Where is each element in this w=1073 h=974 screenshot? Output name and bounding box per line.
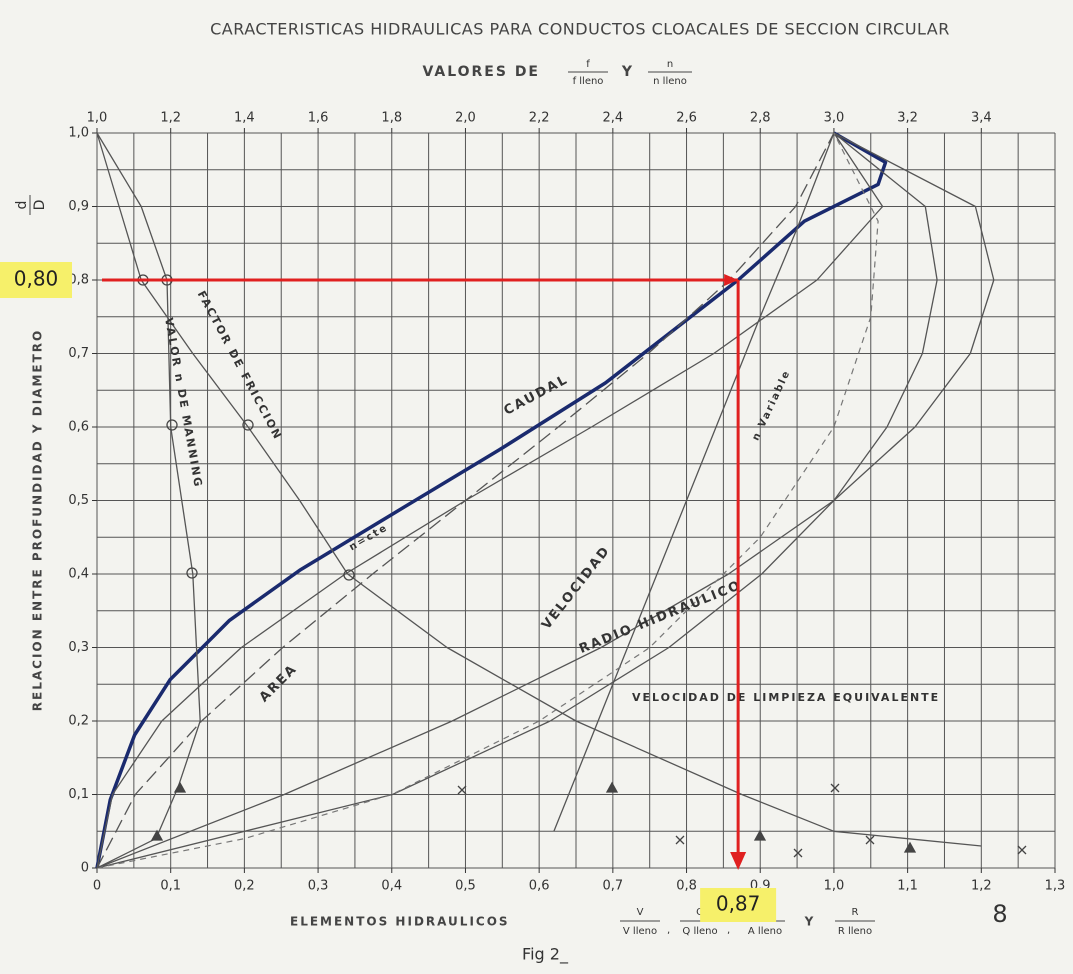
y-tick-label: 0,1 — [68, 787, 89, 802]
y-tick-label: 0,5 — [68, 493, 89, 508]
highlight — [0, 262, 72, 298]
curve — [553, 132, 835, 832]
separator: , — [727, 925, 730, 936]
x-tick-label: 0,2 — [234, 879, 255, 894]
x-ratio-den: Q lleno — [682, 926, 717, 937]
x2-tick-label: 1,4 — [234, 111, 255, 126]
x-ratio-den: V lleno — [623, 926, 657, 937]
x-axis-label: ELEMENTOS HIDRAULICOS — [290, 915, 510, 929]
x-tick-label: 0,7 — [603, 879, 624, 894]
y-tick-label: 0 — [81, 861, 89, 876]
curve-label: AREA — [257, 661, 301, 705]
x-ratio-den: A lleno — [748, 926, 782, 937]
x-tick-label: 1,1 — [897, 879, 918, 894]
arrow-head — [730, 852, 747, 870]
x2-tick-label: 1,8 — [381, 111, 402, 126]
curve — [96, 132, 201, 869]
y-tick-label: 0,2 — [68, 714, 89, 729]
caption: Fig 2_ — [522, 945, 569, 965]
subtitle: VALORES DE — [422, 64, 540, 80]
y-ratio-num: d — [14, 201, 30, 210]
x-ratio-num: R — [852, 907, 859, 918]
x-tick-label: 0 — [93, 879, 101, 894]
x-tick-label: 0,3 — [308, 879, 329, 894]
x-ratio-den: R lleno — [838, 926, 872, 937]
y-tick-label: 1,0 — [68, 126, 89, 141]
x-tick-label: 0,6 — [529, 879, 550, 894]
x-tick-label: 0,8 — [676, 879, 697, 894]
arrow-head — [724, 274, 739, 286]
plot-area: 0 0,1 0,2 0,3 0,4 0,5 0,6 0,7 0,8 0,9 1,0 1,1 1,2 1,3… — [68, 111, 1065, 894]
curve-labels: CAUDAL n=cte AREA VELOCIDAD n Variable R… — [162, 289, 940, 706]
symbols — [137, 274, 1027, 858]
x2-tick-label: 3,2 — [897, 111, 918, 126]
symbol — [150, 781, 917, 853]
symbol — [457, 783, 1027, 858]
y-ratio-den: D — [32, 200, 48, 211]
curve-label: FACTOR DE FRICCION — [195, 289, 285, 443]
chart-title: CARACTERISTICAS HIDRAULICAS PARA CONDUCT… — [210, 20, 950, 39]
symbol — [343, 569, 355, 581]
curve — [96, 132, 995, 869]
x2-tick-label: 1,2 — [160, 111, 181, 126]
y-tick-label: 0,9 — [68, 199, 89, 214]
subtitle-join: Y — [621, 64, 634, 80]
x2-tick-label: 2,4 — [603, 111, 624, 126]
curve — [96, 132, 835, 869]
y-tick-label: 0,8 — [68, 273, 89, 288]
separator: , — [667, 925, 670, 936]
x2-tick-label: 3,0 — [824, 111, 845, 126]
symbol — [186, 567, 198, 579]
read-x-label: 0,87 — [716, 892, 761, 916]
x-tick-label: 0,4 — [381, 879, 402, 894]
read-y-label: 0,80 — [14, 267, 59, 291]
curve-label: n Variable — [750, 368, 793, 442]
y-tick-label: 0,4 — [68, 567, 89, 582]
y-tick-label: 0,7 — [68, 346, 89, 361]
x2-tick-label: 2,0 — [455, 111, 476, 126]
x-tick-label: 1,3 — [1045, 879, 1066, 894]
symbol — [242, 419, 254, 431]
curve — [95, 131, 888, 869]
x-tick-label: 1,2 — [971, 879, 992, 894]
highlight — [700, 888, 777, 922]
x2-tick-label: 3,4 — [971, 111, 992, 126]
x2-tick-label: 1,0 — [87, 111, 108, 126]
x-tick-label: 0,1 — [160, 879, 181, 894]
subtitle-num: f — [586, 59, 590, 70]
x2-tick-label: 2,2 — [529, 111, 550, 126]
x-label-join: Y — [804, 915, 816, 929]
curve — [96, 132, 982, 847]
curve-label: VELOCIDAD DE LIMPIEZA EQUIVALENTE — [632, 691, 940, 704]
y-axis-label: RELACION ENTRE PROFUNDIDAD Y DIAMETRO — [31, 329, 45, 711]
curve-label: RADIO HIDRAULICO — [577, 578, 744, 657]
symbol — [166, 419, 178, 431]
x-tick-label: 0,5 — [455, 879, 476, 894]
subtitle-den: f lleno — [573, 76, 604, 87]
x-ratio-num: Q — [696, 907, 704, 918]
x2-tick-label: 1,6 — [308, 111, 329, 126]
x2-tick-label: 2,8 — [750, 111, 771, 126]
subtitle-num: n — [667, 59, 673, 70]
x2-tick-label: 2,6 — [676, 111, 697, 126]
x-tick-label: 1,0 — [824, 879, 845, 894]
y-tick-label: 0,6 — [68, 420, 89, 435]
page-number: 8 — [992, 900, 1007, 928]
y-tick-label: 0,3 — [68, 640, 89, 655]
x-ratio-num: V — [637, 907, 644, 918]
subtitle-den: n lleno — [653, 76, 687, 87]
